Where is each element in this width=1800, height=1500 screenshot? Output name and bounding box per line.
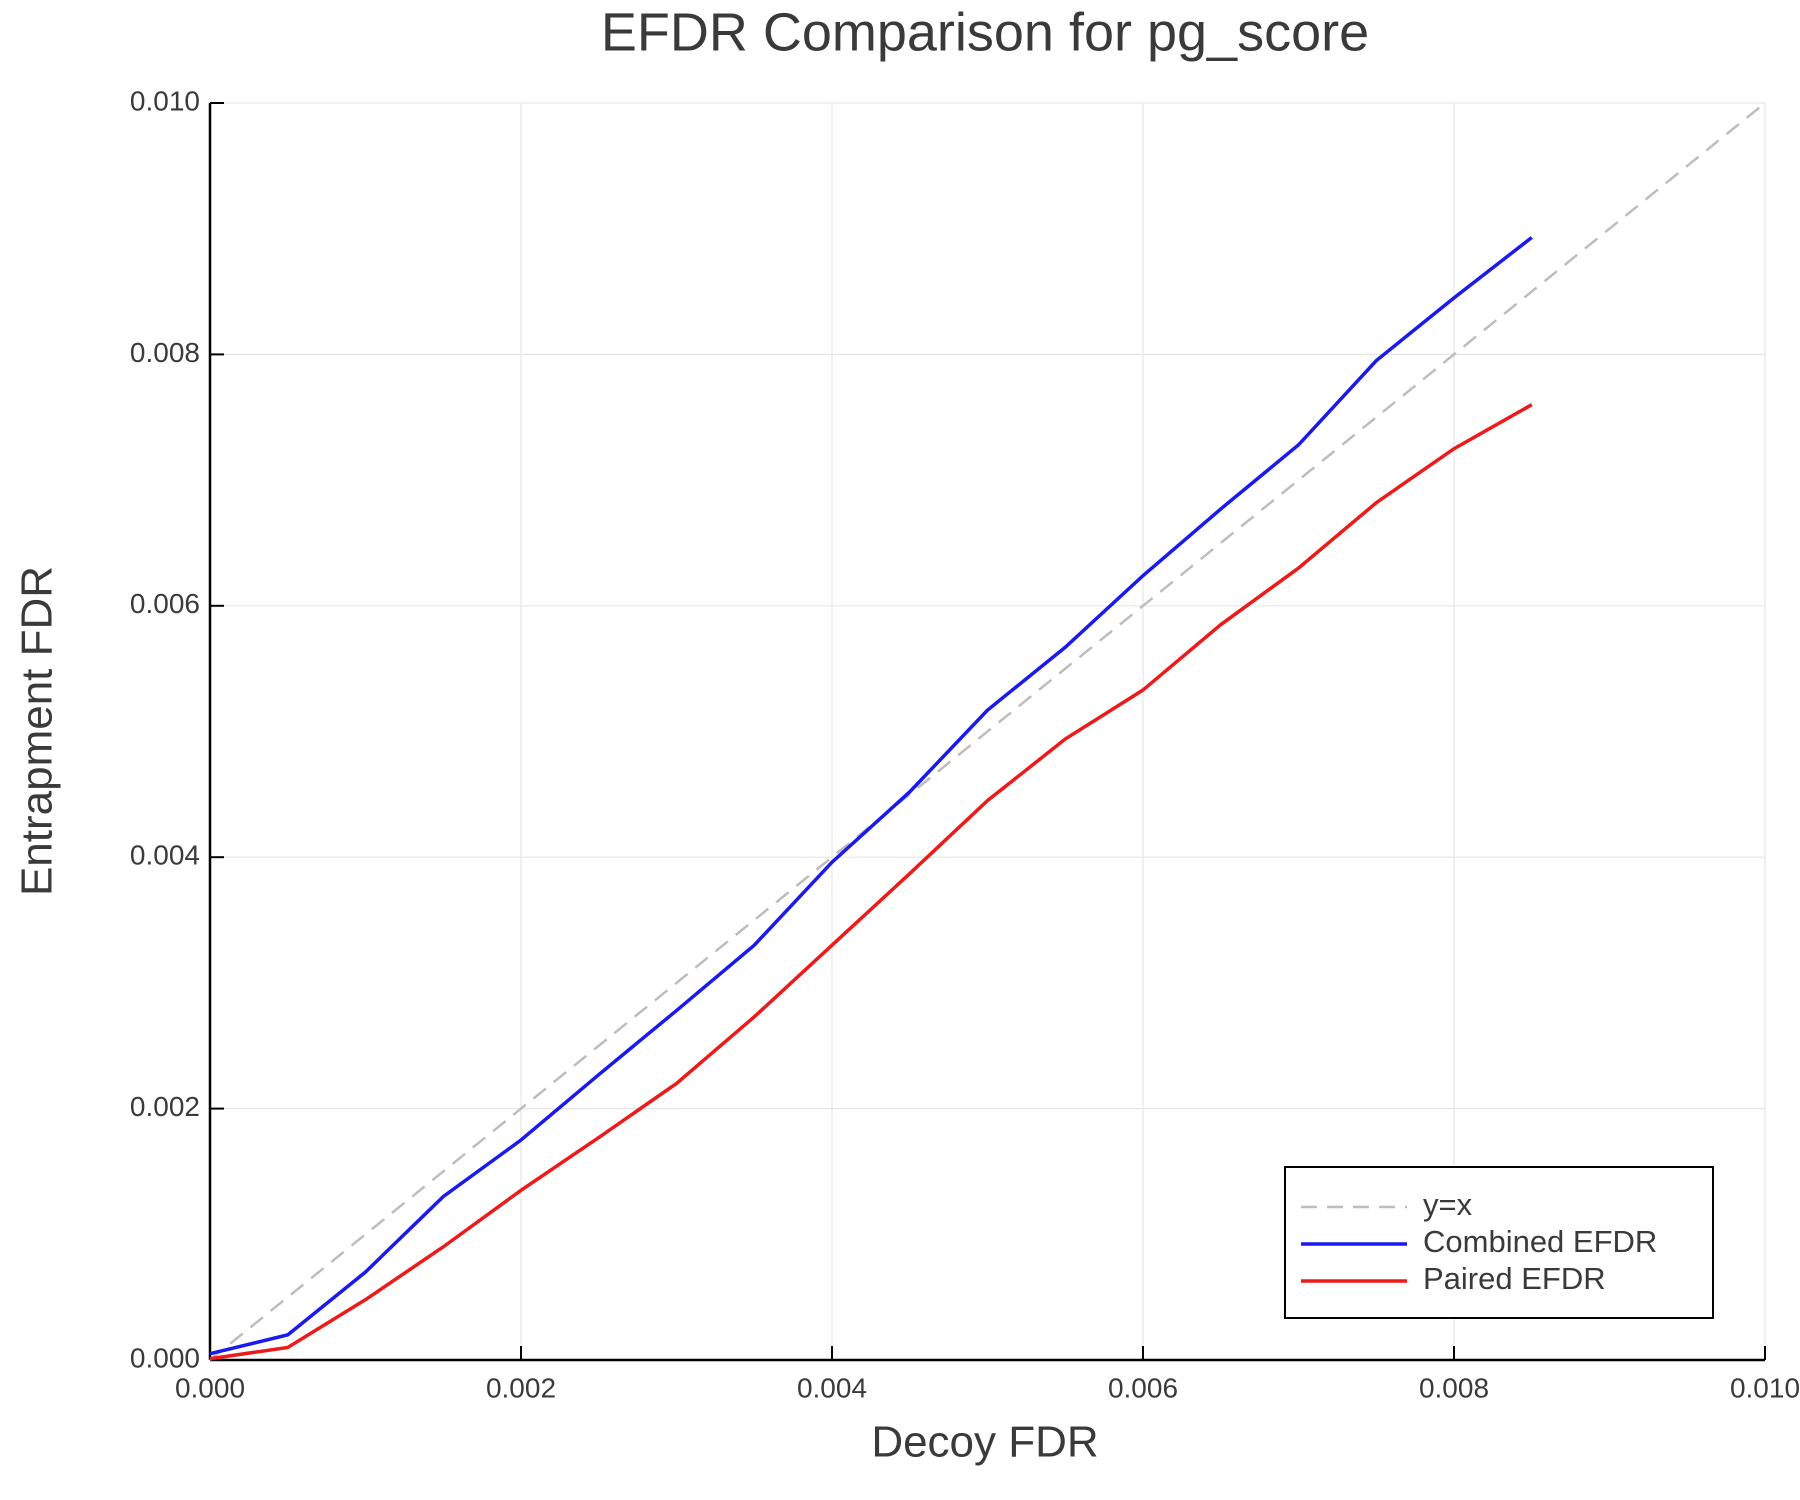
- y-axis-label: Entrapment FDR: [13, 566, 62, 896]
- x-tick-label: 0.010: [1730, 1372, 1800, 1403]
- legend-label: Combined EFDR: [1423, 1224, 1657, 1259]
- y-tick-label: 0.000: [130, 1342, 200, 1373]
- y-tick-label: 0.004: [130, 840, 200, 871]
- x-tick-label: 0.002: [486, 1372, 556, 1403]
- y-tick-label: 0.010: [130, 85, 200, 116]
- x-tick-label: 0.000: [175, 1372, 245, 1403]
- x-axis-label: Decoy FDR: [871, 1418, 1098, 1467]
- legend-label: y=x: [1423, 1187, 1473, 1222]
- x-tick-label: 0.008: [1419, 1372, 1489, 1403]
- x-tick-label: 0.006: [1108, 1372, 1178, 1403]
- series-line: [209, 403, 1533, 1361]
- series-line: [209, 102, 1766, 1361]
- y-tick-label: 0.002: [130, 1091, 200, 1122]
- series-line: [209, 236, 1533, 1356]
- legend-label: Paired EFDR: [1423, 1261, 1606, 1296]
- y-tick-label: 0.006: [130, 588, 200, 619]
- y-tick-label: 0.008: [130, 337, 200, 368]
- chart-title: EFDR Comparison for pg_score: [601, 2, 1369, 62]
- x-tick-label: 0.004: [797, 1372, 867, 1403]
